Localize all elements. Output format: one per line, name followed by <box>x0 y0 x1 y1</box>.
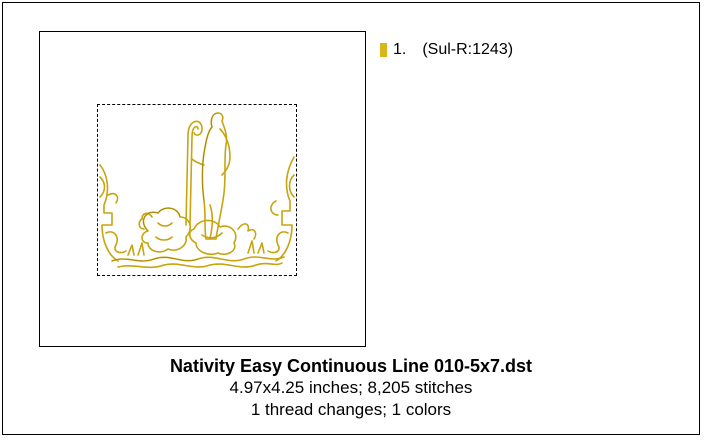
thread-color-swatch <box>380 43 387 57</box>
hoop-preview-frame <box>39 31 366 347</box>
thread-summary: 1 thread changes; 1 colors <box>250 400 452 419</box>
design-dimensions: 4.97x4.25 inches; 8,205 stitches <box>229 378 473 397</box>
design-bounding-box <box>97 104 297 276</box>
embroidery-summary-sheet: 1. (Sul-R:1243) Nativity Easy Continuous… <box>2 2 700 435</box>
thread-legend: 1. (Sul-R:1243) <box>380 41 513 59</box>
thread-number: 1. <box>393 41 407 58</box>
embroidery-design-image <box>99 112 295 269</box>
thread-name: (Sul-R:1243) <box>422 41 514 58</box>
design-info: Nativity Easy Continuous Line 010-5x7.ds… <box>3 355 699 421</box>
design-filename: Nativity Easy Continuous Line 010-5x7.ds… <box>169 356 533 376</box>
